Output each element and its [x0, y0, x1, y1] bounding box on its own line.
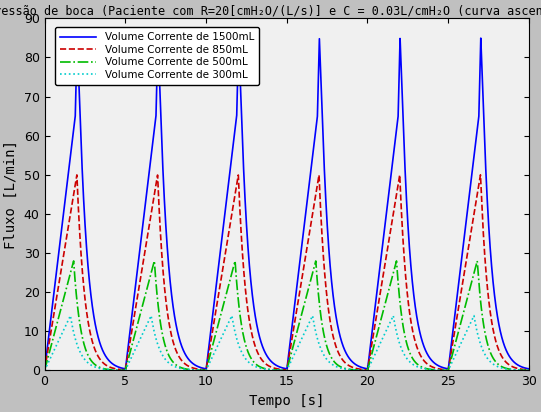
Volume Corrente de 850mL	[477, 172, 484, 177]
Volume Corrente de 850mL	[69, 200, 76, 205]
Volume Corrente de 300mL	[338, 366, 344, 371]
Volume Corrente de 1500mL	[424, 351, 430, 356]
Volume Corrente de 300mL	[345, 367, 351, 372]
Volume Corrente de 500mL	[526, 368, 532, 373]
Volume Corrente de 500mL	[69, 263, 76, 268]
Volume Corrente de 1500mL	[69, 138, 76, 143]
X-axis label: Tempo [s]: Tempo [s]	[249, 394, 325, 408]
Volume Corrente de 300mL	[471, 313, 477, 318]
Volume Corrente de 850mL	[338, 355, 344, 360]
Volume Corrente de 300mL	[171, 364, 177, 369]
Volume Corrente de 500mL	[171, 360, 177, 365]
Volume Corrente de 500mL	[424, 366, 430, 371]
Volume Corrente de 850mL	[41, 368, 48, 373]
Volume Corrente de 1500mL	[74, 35, 81, 40]
Volume Corrente de 500mL	[338, 365, 344, 370]
Volume Corrente de 300mL	[518, 368, 524, 372]
Volume Corrente de 300mL	[69, 324, 76, 329]
Volume Corrente de 1500mL	[41, 368, 48, 373]
Y-axis label: Fluxo [L/min]: Fluxo [L/min]	[4, 140, 18, 249]
Volume Corrente de 1500mL	[518, 364, 524, 369]
Title: Pressão de boca (Paciente com R=20[cmH₂O/(L/s)] e C = 0.03L/cmH₂O (curva ascende: Pressão de boca (Paciente com R=20[cmH₂O…	[0, 4, 541, 17]
Line: Volume Corrente de 1500mL: Volume Corrente de 1500mL	[44, 38, 529, 370]
Volume Corrente de 850mL	[518, 367, 524, 372]
Volume Corrente de 850mL	[171, 342, 177, 347]
Volume Corrente de 1500mL	[526, 368, 532, 373]
Legend: Volume Corrente de 1500mL, Volume Corrente de 850mL, Volume Corrente de 500mL, V: Volume Corrente de 1500mL, Volume Corren…	[55, 27, 259, 85]
Line: Volume Corrente de 300mL: Volume Corrente de 300mL	[44, 316, 529, 370]
Volume Corrente de 500mL	[41, 368, 48, 373]
Line: Volume Corrente de 850mL: Volume Corrente de 850mL	[44, 175, 529, 370]
Volume Corrente de 850mL	[345, 363, 351, 368]
Line: Volume Corrente de 500mL: Volume Corrente de 500mL	[44, 261, 529, 370]
Volume Corrente de 300mL	[424, 367, 430, 372]
Volume Corrente de 1500mL	[171, 311, 177, 316]
Volume Corrente de 1500mL	[345, 354, 351, 359]
Volume Corrente de 300mL	[41, 368, 48, 373]
Volume Corrente de 850mL	[424, 361, 430, 366]
Volume Corrente de 1500mL	[338, 337, 344, 342]
Volume Corrente de 500mL	[518, 368, 524, 372]
Volume Corrente de 500mL	[474, 258, 480, 263]
Volume Corrente de 500mL	[345, 367, 351, 372]
Volume Corrente de 300mL	[526, 368, 532, 373]
Volume Corrente de 850mL	[526, 368, 532, 373]
